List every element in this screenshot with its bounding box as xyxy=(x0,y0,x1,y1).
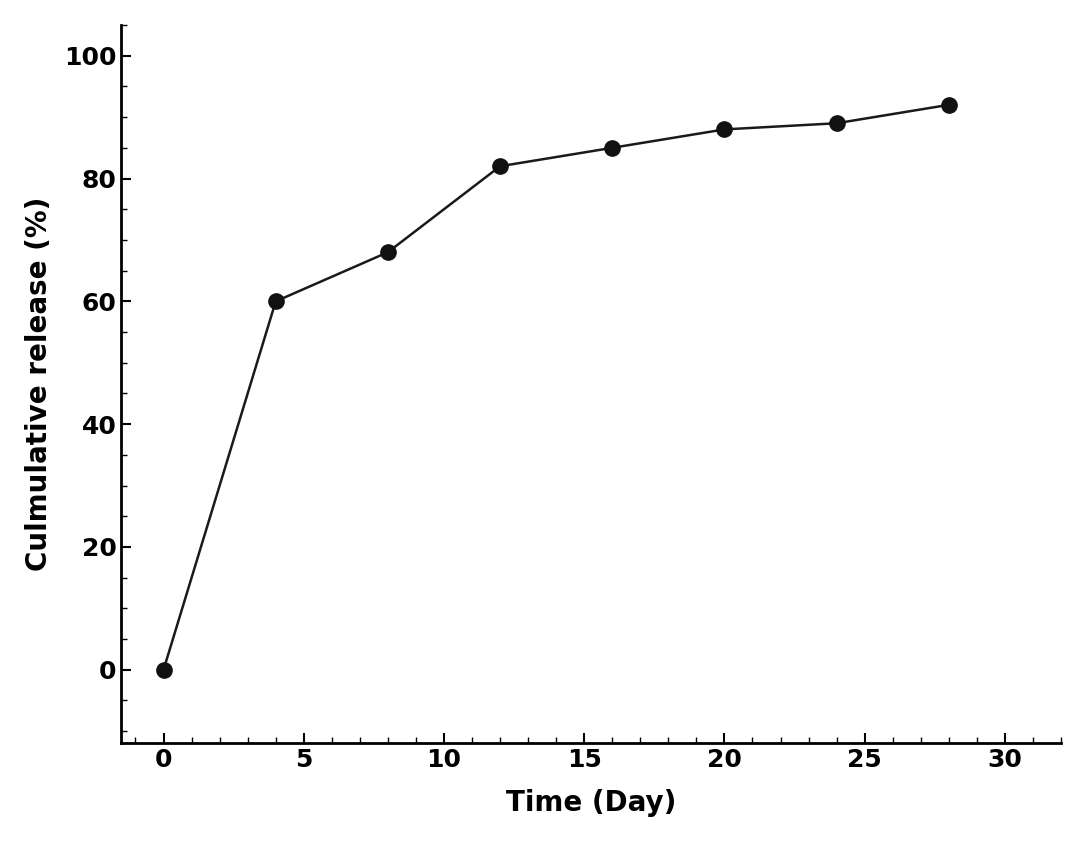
Y-axis label: Culmulative release (%): Culmulative release (%) xyxy=(25,197,53,572)
X-axis label: Time (Day): Time (Day) xyxy=(506,789,677,817)
